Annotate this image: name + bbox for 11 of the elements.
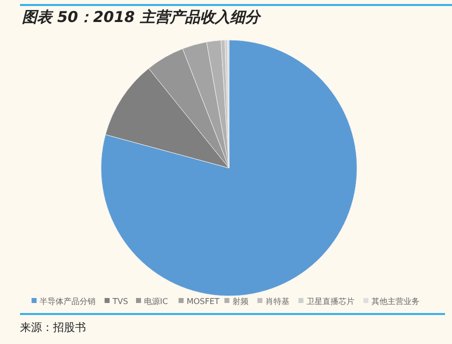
legend-label: 射频 [232, 297, 248, 306]
pie-slice [100, 40, 358, 296]
source-note: 来源：招股书 [20, 321, 86, 334]
legend-label: MOSFET [186, 297, 220, 306]
legend-label: 半导体产品分销 [40, 297, 96, 306]
legend-label: 肖特基 [265, 297, 290, 306]
legend-label: 电源IC [144, 297, 168, 306]
legend-label: 卫星直播芯片 [306, 297, 354, 306]
legend-label: TVS [112, 297, 128, 306]
chart-title: 图表 50：2018 主营产品收入细分 [22, 8, 262, 26]
legend-label: 其他主营业务 [371, 297, 420, 306]
